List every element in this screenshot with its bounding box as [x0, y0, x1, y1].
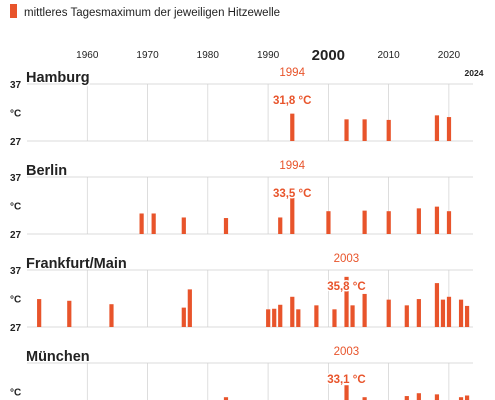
annotation-value: 35,8 °C — [327, 281, 365, 293]
panel-title: München — [26, 349, 90, 365]
bar-2010 — [386, 299, 391, 327]
bar-1969 — [139, 213, 144, 234]
bar-1957 — [67, 300, 72, 327]
decade-label-2000: 2000 — [312, 47, 345, 64]
bar-2013 — [404, 305, 409, 327]
bar-1994 — [290, 296, 295, 327]
legend-swatch — [10, 4, 17, 18]
annotation-year: 1994 — [279, 67, 305, 79]
x-axis-labels: 1960 1970 1980 1990 2000 2010 2020 — [76, 47, 460, 64]
bar-2022 — [458, 299, 464, 327]
bar-1977 — [187, 289, 192, 327]
bar-2019 — [440, 299, 446, 327]
bar-2010 — [386, 119, 391, 141]
bar-2006 — [362, 397, 367, 400]
annotation-year: 1994 — [279, 160, 305, 172]
bar-2003 — [344, 119, 349, 141]
bar-2020 — [446, 211, 452, 234]
bar-2015 — [416, 208, 421, 234]
bar-1998 — [314, 305, 319, 327]
panel-title: Frankfurt/Main — [26, 256, 127, 272]
y-tick-top: 37 — [10, 173, 22, 184]
bar-1994 — [290, 113, 295, 141]
bar-2006 — [362, 119, 367, 141]
panel-frankfurt-main: 37 °C 27 Frankfurt/Main 2003 35,8 °C — [10, 252, 473, 334]
bar-2022 — [458, 397, 464, 400]
decade-label-2010: 2010 — [377, 50, 400, 61]
y-tick-bottom: 27 — [10, 230, 22, 241]
bar-1992 — [278, 304, 283, 327]
bar-2006 — [362, 293, 367, 327]
decade-label-1970: 1970 — [136, 50, 159, 61]
annotation-value: 31,8 °C — [273, 95, 311, 107]
y-tick-bottom: 27 — [10, 323, 22, 334]
y-unit-label: °C — [10, 388, 21, 399]
annotation-value: 33,1 °C — [327, 374, 365, 386]
y-tick-bottom: 27 — [10, 137, 22, 148]
bar-1952 — [37, 299, 42, 327]
y-unit-label: °C — [10, 202, 21, 213]
annotation-value: 33,5 °C — [273, 188, 311, 200]
bar-1983 — [223, 218, 229, 234]
y-unit-label: °C — [10, 295, 21, 306]
annotation-year: 2003 — [334, 253, 360, 265]
bar-2015 — [416, 299, 421, 327]
panel-hamburg: 37 °C 27 Hamburg 1994 31,8 °C 2024 — [10, 66, 484, 149]
legend: mittleres Tagesmaximum der jeweiligen Hi… — [10, 4, 280, 19]
bar-1983 — [223, 397, 229, 400]
annotation-year: 2003 — [334, 346, 360, 358]
bar-2020 — [446, 296, 452, 327]
bar-2023 — [464, 305, 470, 327]
decade-label-1980: 1980 — [197, 50, 220, 61]
panel-title: Berlin — [26, 163, 67, 179]
bar-2023 — [464, 395, 470, 400]
decade-label-2020: 2020 — [438, 50, 461, 61]
decade-label-1990: 1990 — [257, 50, 280, 61]
y-unit-label: °C — [10, 109, 21, 120]
bar-1994 — [290, 196, 295, 234]
legend-label: mittleres Tagesmaximum der jeweiligen Hi… — [24, 7, 280, 19]
panel-m-nchen: °C München 2003 33,1 °C — [10, 345, 473, 400]
bar-1964 — [109, 304, 114, 327]
bar-2018 — [434, 283, 440, 327]
panel-title: Hamburg — [26, 70, 90, 86]
bar-2004 — [350, 305, 355, 327]
bar-2015 — [416, 393, 421, 400]
bar-1971 — [151, 213, 156, 234]
bar-1995 — [296, 309, 301, 327]
decade-label-1960: 1960 — [76, 50, 99, 61]
bar-2010 — [386, 211, 391, 234]
bar-2001 — [332, 309, 337, 327]
bar-2018 — [434, 206, 440, 234]
y-tick-top: 37 — [10, 266, 22, 277]
bar-1992 — [278, 217, 283, 234]
panel-berlin: 37 °C 27 Berlin 1994 33,5 °C — [10, 159, 473, 241]
end-year-label: 2024 — [465, 68, 484, 78]
bar-2018 — [434, 394, 440, 400]
bar-1976 — [181, 307, 186, 327]
bar-2006 — [362, 210, 367, 234]
bar-2018 — [434, 115, 440, 141]
bar-2003 — [344, 276, 349, 327]
bar-2000 — [326, 211, 331, 234]
chart-panels: 37 °C 27 Hamburg 1994 31,8 °C 2024 37 °C 27 Berlin… — [10, 66, 484, 400]
y-tick-top: 37 — [10, 80, 22, 91]
bar-2003 — [344, 385, 349, 400]
bar-1990 — [266, 309, 271, 327]
bar-2020 — [446, 117, 452, 141]
bar-1991 — [272, 308, 277, 327]
bar-2013 — [404, 396, 409, 400]
bar-1976 — [181, 217, 186, 234]
